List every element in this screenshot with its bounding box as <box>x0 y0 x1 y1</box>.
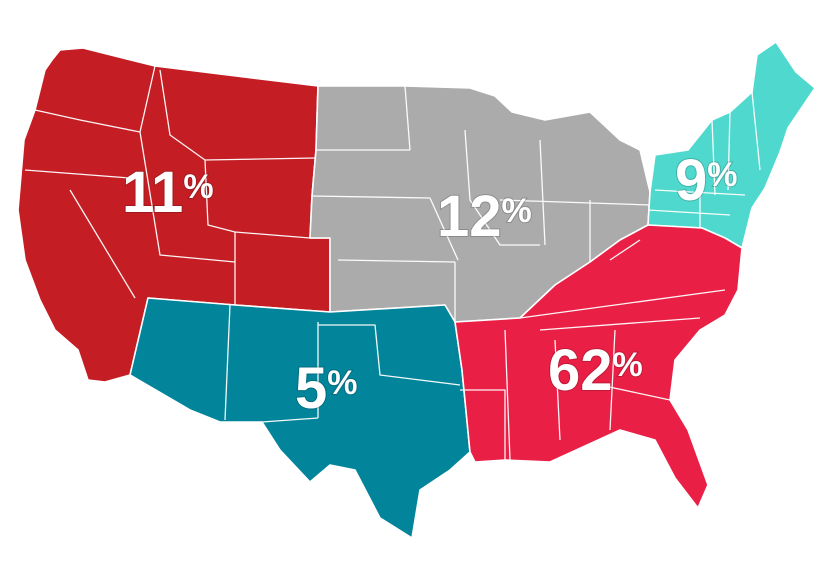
region-southeast-shape <box>454 224 743 509</box>
region-midwest-label: 12% <box>437 184 532 249</box>
region-northeast <box>647 41 816 249</box>
region-west-label: 11% <box>122 160 214 225</box>
region-southwest-label: 5% <box>295 356 358 421</box>
region-southwest <box>129 297 471 539</box>
region-southeast <box>454 224 743 509</box>
region-northeast-label: 9% <box>675 148 738 213</box>
region-southwest-shape <box>129 297 471 539</box>
region-southeast-label: 62% <box>548 338 643 403</box>
region-northeast-shape <box>647 41 816 249</box>
